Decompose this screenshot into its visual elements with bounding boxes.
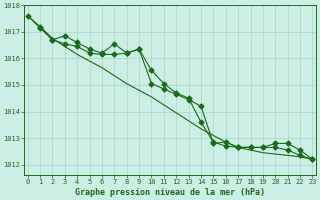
X-axis label: Graphe pression niveau de la mer (hPa): Graphe pression niveau de la mer (hPa) <box>75 188 265 197</box>
